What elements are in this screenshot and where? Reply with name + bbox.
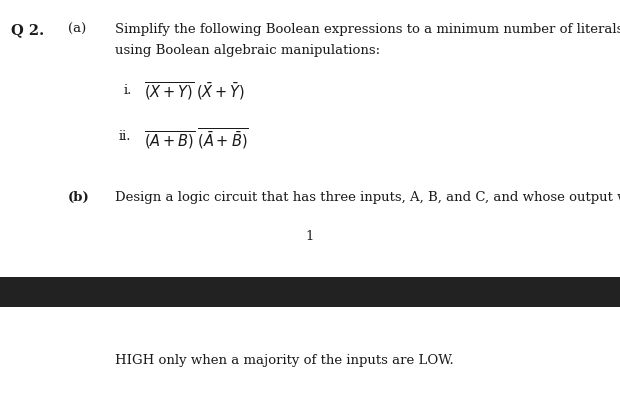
Text: $\overline{(A+B)}\;\overline{(\bar{A}+\bar{B})}$: $\overline{(A+B)}\;\overline{(\bar{A}+\b…	[144, 127, 249, 152]
Text: ii.: ii.	[119, 130, 131, 143]
Text: Simplify the following Boolean expressions to a minimum number of literals: Simplify the following Boolean expressio…	[115, 23, 620, 36]
Bar	[0, 277, 620, 307]
Text: i.: i.	[124, 84, 133, 97]
Text: Design a logic circuit that has three inputs, A, B, and C, and whose output will: Design a logic circuit that has three in…	[115, 191, 620, 204]
Text: $\overline{(X+Y)}\;(\bar{X}+\bar{Y})$: $\overline{(X+Y)}\;(\bar{X}+\bar{Y})$	[144, 80, 245, 103]
Text: (a): (a)	[68, 23, 86, 36]
Text: using Boolean algebraic manipulations:: using Boolean algebraic manipulations:	[115, 44, 380, 57]
Text: 1: 1	[306, 230, 314, 243]
Text: (b): (b)	[68, 191, 90, 204]
Text: HIGH only when a majority of the inputs are LOW.: HIGH only when a majority of the inputs …	[115, 354, 453, 367]
Text: Q 2.: Q 2.	[11, 23, 44, 37]
